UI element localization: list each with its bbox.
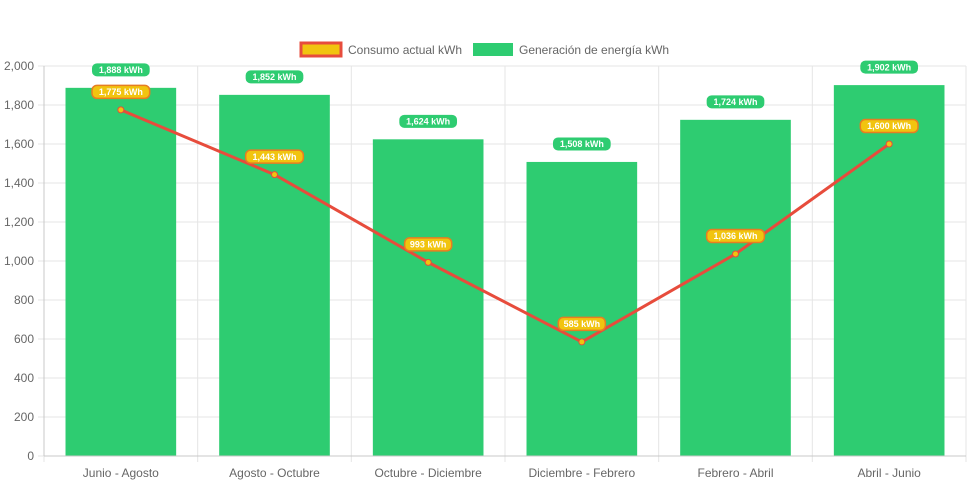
bar xyxy=(680,119,791,456)
bar-data-label-badge: 1,902 kWh xyxy=(860,60,919,74)
legend-swatch-consumo xyxy=(299,41,343,58)
bar-data-label: 1,852 kWh xyxy=(252,72,296,82)
bar xyxy=(219,94,330,457)
line-data-label-badge: 1,036 kWh xyxy=(705,228,766,244)
line-data-label: 1,775 kWh xyxy=(99,87,143,97)
line-data-label-badge-bg xyxy=(859,118,919,134)
y-tick-label: 800 xyxy=(14,293,34,307)
bar-data-label-badge: 1,508 kWh xyxy=(552,137,611,151)
grid-lines xyxy=(38,65,967,462)
bar-data-label-badge: 1,724 kWh xyxy=(706,95,765,109)
legend-item-generacion[interactable]: Generación de energía kWh xyxy=(473,43,669,57)
bar-data-label: 1,624 kWh xyxy=(406,117,450,127)
line-point xyxy=(732,250,739,258)
line-point xyxy=(271,171,278,179)
x-tick-label: Octubre - Diciembre xyxy=(374,466,482,480)
legend-label-generacion: Generación de energía kWh xyxy=(519,43,669,57)
data-labels: 1,888 kWh 1,852 kWh 1,624 kWh 1,508 kWh 1,72… xyxy=(91,60,919,332)
y-tick-label: 1,000 xyxy=(4,254,34,268)
line-data-label-badge: 1,775 kWh xyxy=(91,84,151,100)
bar-data-label-badge-bg xyxy=(706,95,765,109)
y-tick-label: 1,200 xyxy=(4,215,34,229)
line-data-label: 585 kWh xyxy=(564,319,601,329)
line-data-label-badge: 1,600 kWh xyxy=(859,118,919,134)
y-tick-label: 600 xyxy=(14,332,34,346)
line-data-label-badge: 585 kWh xyxy=(557,316,607,332)
bar-data-label-badge-bg xyxy=(552,137,611,151)
bar-data-label-badge-bg xyxy=(91,63,150,77)
bar-data-label-badge: 1,852 kWh xyxy=(245,70,304,84)
line-data-label: 1,036 kWh xyxy=(713,231,757,241)
bar-series xyxy=(65,85,945,457)
line-data-label-badge-bg xyxy=(557,316,607,332)
x-tick-label: Diciembre - Febrero xyxy=(528,466,635,480)
y-tick-label: 1,600 xyxy=(4,137,34,151)
bar-data-label-badge: 1,888 kWh xyxy=(91,63,150,77)
y-tick-label: 0 xyxy=(27,449,34,463)
y-tick-label: 200 xyxy=(14,410,34,424)
bar xyxy=(65,87,177,456)
bar-data-label-badge-bg xyxy=(245,70,304,84)
line-point xyxy=(424,258,432,266)
bar-data-label-badge: 1,624 kWh xyxy=(399,114,458,128)
y-tick-label: 1,400 xyxy=(4,176,34,190)
bar xyxy=(372,139,484,456)
line-data-label-badge-bg xyxy=(705,228,766,244)
line-data-label-badge: 1,443 kWh xyxy=(244,149,305,164)
bar-data-label: 1,508 kWh xyxy=(560,139,604,149)
bar xyxy=(526,161,638,456)
x-tick-label: Agosto - Octubre xyxy=(229,466,320,480)
legend[interactable]: Consumo actual kWh Generación de energía… xyxy=(299,41,669,58)
legend-item-consumo[interactable]: Consumo actual kWh xyxy=(299,41,462,58)
line-data-label-badge: 993 kWh xyxy=(403,237,453,252)
x-tick-label: Junio - Agosto xyxy=(83,466,159,480)
y-tick-label: 2,000 xyxy=(4,59,34,73)
bar-data-label: 1,724 kWh xyxy=(713,97,757,107)
y-tick-label: 1,800 xyxy=(4,98,34,112)
bar-data-label-badge-bg xyxy=(860,60,919,74)
line-data-label-badge-bg xyxy=(403,237,453,252)
legend-label-consumo: Consumo actual kWh xyxy=(348,43,462,57)
line-data-label-badge-bg xyxy=(91,84,151,100)
line-point xyxy=(578,338,586,346)
x-tick-label: Febrero - Abril xyxy=(697,466,773,480)
line-data-label: 1,600 kWh xyxy=(867,121,911,131)
line-data-label-badge-bg xyxy=(244,149,305,164)
bar-data-label: 1,888 kWh xyxy=(99,65,143,75)
y-tick-label: 400 xyxy=(14,371,34,385)
line-data-label: 993 kWh xyxy=(410,240,447,250)
line-data-label: 1,443 kWh xyxy=(252,152,296,162)
legend-swatch-generacion xyxy=(473,43,513,56)
line-point xyxy=(117,106,125,114)
line-point xyxy=(885,140,893,148)
axes: 0 200 400 600 800 1,000 1,200 1,400 1,600 1,800 2,… xyxy=(4,59,966,480)
bar-data-label-badge-bg xyxy=(399,114,458,128)
x-tick-label: Abril - Junio xyxy=(857,466,921,480)
bar-data-label: 1,902 kWh xyxy=(867,62,911,72)
